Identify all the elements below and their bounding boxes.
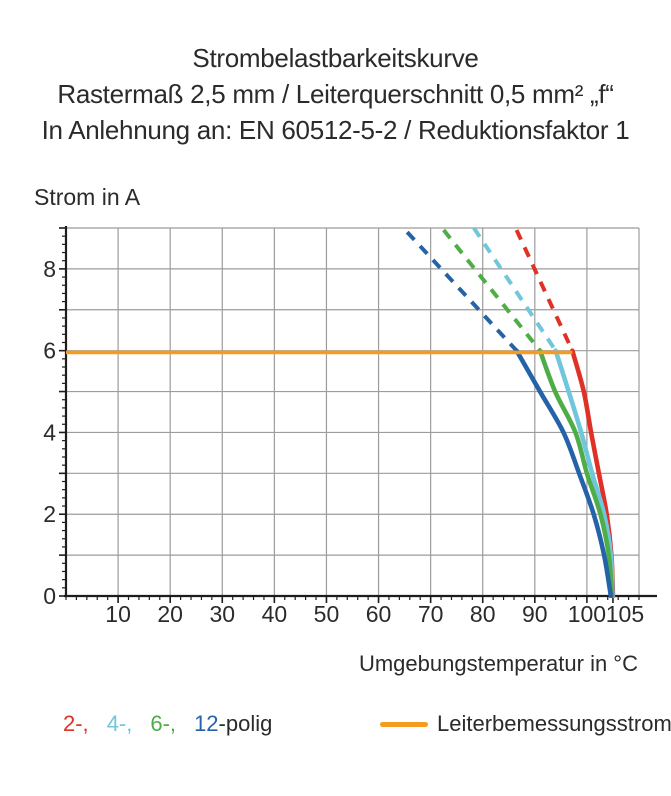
svg-text:90: 90 <box>522 601 548 627</box>
svg-text:4: 4 <box>43 419 56 445</box>
svg-text:20: 20 <box>157 601 183 627</box>
svg-text:2: 2 <box>43 501 56 527</box>
svg-text:60: 60 <box>366 601 392 627</box>
chart-title-line2: Rastermaß 2,5 mm / Leiterquerschnitt 0,5… <box>57 79 614 109</box>
svg-text:30: 30 <box>209 601 235 627</box>
legend-6polig: 6-, <box>150 711 177 736</box>
chart-title-line3: In Anlehnung an: EN 60512-5-2 / Reduktio… <box>41 115 630 145</box>
svg-text:0: 0 <box>43 583 56 609</box>
chart-title-line1: Strombelastbarkeitskurve <box>192 43 479 73</box>
series-legend: 2-, 4-, 6-, 12-polig <box>63 711 272 737</box>
legend-4polig: 4-, <box>106 711 133 736</box>
svg-text:50: 50 <box>314 601 340 627</box>
svg-text:105: 105 <box>606 601 644 627</box>
svg-text:6: 6 <box>43 338 56 364</box>
svg-text:8: 8 <box>43 256 56 282</box>
x-axis-title: Umgebungstemperatur in °C <box>358 651 638 676</box>
svg-text:100: 100 <box>568 601 606 627</box>
legend-polig-suffix: -polig <box>218 711 273 736</box>
legend-12: 12 <box>194 711 219 736</box>
svg-text:70: 70 <box>418 601 444 627</box>
svg-text:10: 10 <box>105 601 131 627</box>
reference-line-label: Leiterbemessungsstrom <box>437 711 671 736</box>
y-axis-title: Strom in A <box>34 184 141 210</box>
svg-text:40: 40 <box>262 601 288 627</box>
svg-text:80: 80 <box>470 601 496 627</box>
reference-line-swatch <box>380 722 428 727</box>
chart-title-block: Strombelastbarkeitskurve Rastermaß 2,5 m… <box>0 40 671 148</box>
legend-2polig: 2-, <box>63 711 89 736</box>
